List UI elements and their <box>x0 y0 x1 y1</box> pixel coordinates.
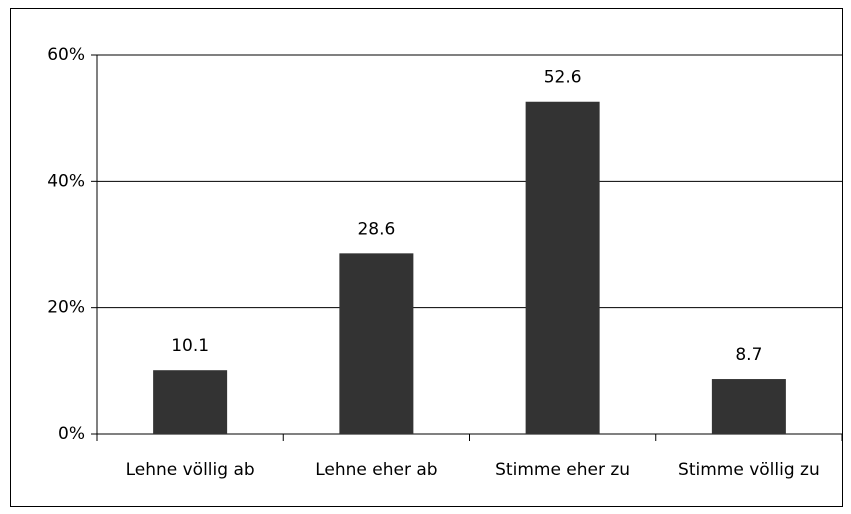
y-tick-label: 0% <box>58 424 85 444</box>
bar <box>711 379 786 434</box>
bar <box>153 370 228 434</box>
data-label: 52.6 <box>544 68 582 88</box>
bar <box>525 101 600 434</box>
x-tick-label: Lehne eher ab <box>315 460 437 480</box>
chart-border <box>10 8 843 507</box>
x-tick-label: Lehne völlig ab <box>126 460 255 480</box>
bar <box>339 253 414 434</box>
y-tick-label: 20% <box>47 298 85 318</box>
y-tick-label: 60% <box>47 45 85 65</box>
x-tick-label: Stimme eher zu <box>495 460 630 480</box>
data-label: 28.6 <box>357 219 395 239</box>
data-label: 10.1 <box>171 336 209 356</box>
x-tick-label: Stimme völlig zu <box>678 460 820 480</box>
data-label: 8.7 <box>735 345 762 365</box>
y-tick-label: 40% <box>47 171 85 191</box>
